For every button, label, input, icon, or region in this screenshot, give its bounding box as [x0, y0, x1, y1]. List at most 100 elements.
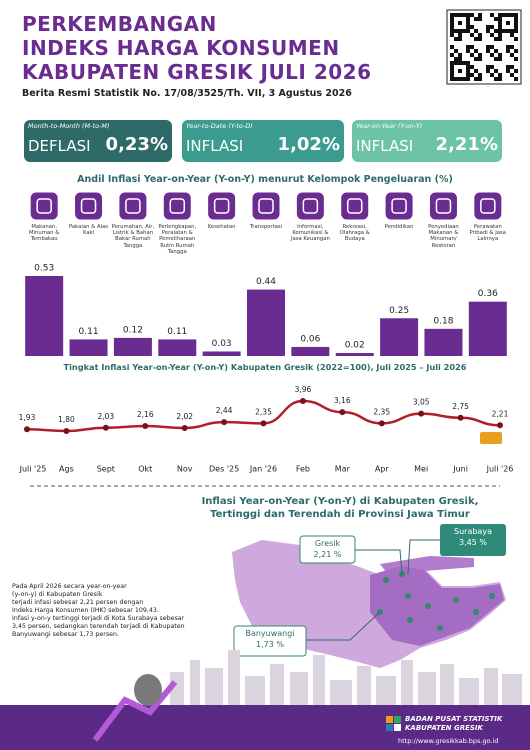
qr-cell [486, 49, 490, 53]
point [457, 414, 464, 421]
x-tick-label: Feb [296, 465, 310, 474]
subtitle: Berita Resmi Statistik No. 17/08/3525/Th… [22, 88, 352, 99]
qr-cell [514, 57, 518, 61]
qr-cell [450, 45, 454, 49]
qr-cell [478, 73, 482, 77]
qr-cell [506, 69, 510, 73]
qr-cell [454, 77, 458, 81]
qr-cell [458, 69, 462, 73]
qr-cell [478, 57, 482, 61]
x-tick-label: Sept [97, 465, 115, 474]
footer-band [0, 705, 530, 750]
qr-cell [474, 69, 478, 73]
qr-cell [486, 45, 490, 49]
bar-value-label: 0.18 [433, 316, 453, 326]
qr-cell [466, 73, 470, 77]
bar [291, 346, 330, 356]
qr-cell [514, 77, 518, 81]
qr-cell [474, 57, 478, 61]
callout-box [299, 535, 356, 564]
bar-value-label: 0.12 [123, 325, 143, 335]
callout-value: 3,45 % [459, 538, 487, 547]
qr-cell [498, 33, 502, 37]
callout-name: Surabaya [454, 527, 492, 536]
qr-cell [498, 77, 502, 81]
point [418, 410, 425, 417]
qr-cell [498, 29, 502, 33]
category-icon [428, 191, 458, 221]
icon-glyph [302, 198, 319, 214]
point-label: 2,21 [492, 409, 509, 418]
qr-cell [490, 53, 494, 57]
qr-cell [510, 73, 514, 77]
bar-value-label: 0.03 [212, 339, 232, 349]
qr-cell [474, 49, 478, 53]
callout-lines [305, 539, 440, 641]
qr-cell [514, 69, 518, 73]
point [497, 422, 503, 429]
bar [69, 339, 108, 356]
bar-value-label: 0.25 [389, 306, 409, 316]
qr-cell [498, 37, 502, 41]
qr-cell [470, 65, 474, 69]
category-label: Pakaian & Alas Kaki [68, 224, 109, 237]
map-text: Indeks Harga Konsumen (IHK) sebesar 109,… [12, 607, 159, 614]
org-name: BADAN PUSAT STATISTIK [405, 715, 503, 723]
qr-cell [470, 45, 474, 49]
callout-value: 2,21 % [313, 550, 342, 559]
title-line: INDEKS HARGA KONSUMEN [22, 36, 340, 60]
qr-cell [506, 65, 510, 69]
qr-cell [498, 53, 502, 57]
x-tick-label: Des '25 [209, 465, 239, 474]
qr-cell [466, 25, 470, 29]
bar [247, 289, 285, 356]
map-region [370, 566, 504, 646]
chart-title: Andil Inflasi Year-on-Year (Y-on-Y) menu… [77, 174, 453, 185]
kpi-label: Month-to-Month (M-to-M) [28, 122, 110, 130]
qr-cell [490, 25, 494, 29]
qr-cell [474, 37, 478, 41]
qr-cell [514, 29, 518, 33]
qr-cell [494, 37, 498, 41]
qr-cell [494, 17, 498, 21]
bar-value-label: 0.36 [478, 289, 498, 299]
qr-cell [474, 77, 478, 81]
qr-cell [458, 61, 462, 65]
qr-cell [450, 13, 454, 17]
qr-cell [458, 77, 462, 81]
qr-cell [498, 73, 502, 77]
qr-cell [466, 45, 470, 49]
x-tick-label: Mei [414, 465, 428, 474]
point [221, 419, 228, 426]
qr-cell [506, 21, 510, 25]
qr-cell [478, 77, 482, 81]
category-label: Informasi, Komunikasi & Jasa Keuangan [290, 224, 330, 243]
point [102, 424, 109, 431]
qr-cell [494, 57, 498, 61]
x-tick-label: Nov [177, 465, 193, 474]
qr-cell [494, 69, 498, 73]
callout-box [233, 625, 307, 657]
qr-cell [490, 13, 494, 17]
point-label: 2,03 [97, 412, 114, 421]
qr-cell [458, 37, 462, 41]
qr-cell [494, 29, 498, 33]
bar-value-label: 0.06 [300, 334, 320, 344]
category-icon [251, 191, 281, 221]
point-label: 1,80 [58, 415, 75, 424]
point [24, 426, 30, 433]
x-tick-label: Juni [452, 465, 468, 474]
point-label: 3,16 [334, 396, 351, 405]
qr-cell [498, 57, 502, 61]
org-name: KABUPATEN GRESIK [405, 724, 483, 732]
qr-cell [510, 65, 514, 69]
map-text: terjadi infasi sebesar 2,21 persen denga… [12, 599, 144, 606]
qr-cell [458, 21, 462, 25]
qr-cell [478, 53, 482, 57]
category-label: Perlengkapan, Peralatan & Pemeliharaan R… [158, 224, 197, 255]
bar [424, 328, 463, 356]
icon-glyph [435, 198, 452, 214]
qr-cell [466, 77, 470, 81]
arrow-deco [92, 680, 178, 742]
qr-cell [454, 13, 458, 17]
